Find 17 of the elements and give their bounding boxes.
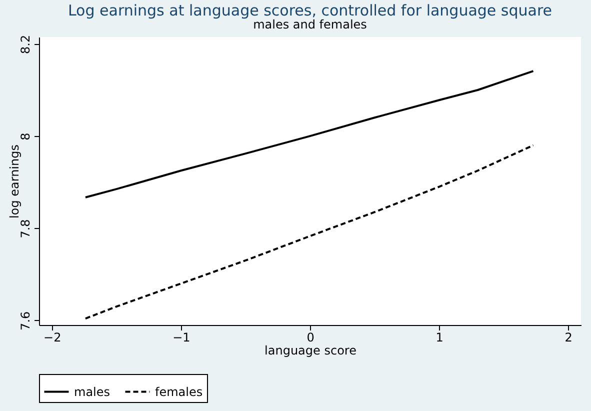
y-tick-label: 8.2 (18, 34, 32, 54)
x-tick-label: 1 (436, 330, 444, 344)
legend-label: males (74, 384, 110, 399)
line-series (84, 70, 534, 198)
x-tick-label: −2 (44, 330, 62, 344)
x-tick-label: 0 (306, 330, 314, 344)
legend-label: females (155, 384, 203, 399)
y-axis-title: log earnings (8, 144, 22, 218)
chart-title: Log earnings at language scores, controlled for language square (68, 1, 552, 20)
line-series (84, 144, 534, 320)
chart-subtitle: males and females (253, 17, 367, 32)
x-tick-label: −1 (172, 330, 190, 344)
x-axis-title: language score (264, 344, 356, 358)
x-tick-label: 2 (564, 330, 572, 344)
y-tick-label: 7.8 (18, 219, 32, 238)
y-tick-label: 7.6 (18, 311, 32, 330)
y-tick-label: 8 (18, 132, 32, 140)
